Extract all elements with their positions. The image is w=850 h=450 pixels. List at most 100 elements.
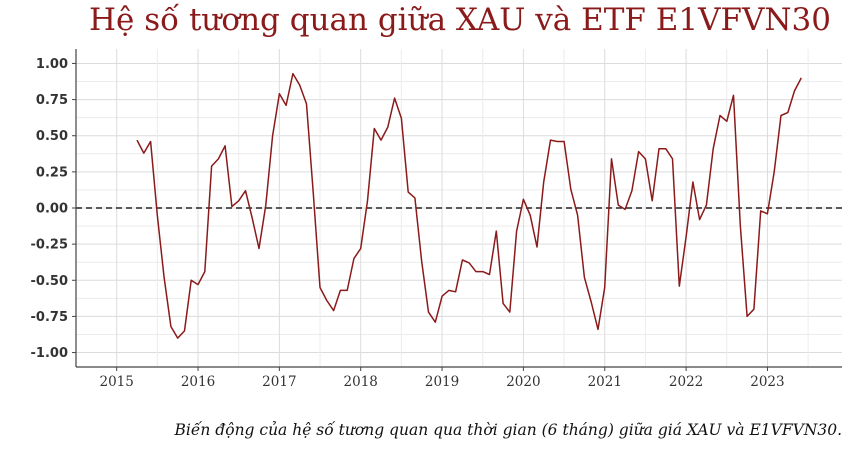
data-point (529, 214, 531, 216)
y-tick-label: 0.50 (36, 129, 68, 144)
data-point (583, 276, 585, 278)
data-point (780, 114, 782, 116)
data-point (156, 214, 158, 216)
data-point (407, 191, 409, 193)
data-point (698, 218, 700, 220)
data-point (793, 90, 795, 92)
data-point (210, 165, 212, 167)
data-point (373, 127, 375, 129)
data-point (326, 299, 328, 301)
data-point (224, 145, 226, 147)
data-point (278, 93, 280, 95)
y-axis-tick-labels: 1.00 0.75 0.50 0.25 0.00 -0.25 -0.50 -0.75 -1.00 (31, 57, 76, 361)
data-point (312, 192, 314, 194)
data-point (671, 158, 673, 160)
data-point (251, 217, 253, 219)
data-point (536, 246, 538, 248)
data-point (726, 120, 728, 122)
data-point (292, 72, 294, 74)
data-point (319, 286, 321, 288)
data-point (298, 84, 300, 86)
series-points (136, 72, 803, 339)
y-tick-label: -0.75 (31, 310, 68, 325)
data-point (427, 311, 429, 313)
y-tick-label: -1.00 (31, 346, 68, 361)
data-point (800, 77, 802, 79)
data-point (380, 139, 382, 141)
data-point (787, 111, 789, 113)
data-point (400, 117, 402, 119)
data-point (353, 257, 355, 259)
data-point (305, 103, 307, 105)
x-tick-label: 2018 (344, 374, 378, 390)
data-point (414, 197, 416, 199)
y-tick-label: 0.25 (36, 165, 68, 180)
data-point (678, 285, 680, 287)
data-point (610, 158, 612, 160)
data-point (136, 139, 138, 141)
data-point (149, 140, 151, 142)
data-point (732, 94, 734, 96)
data-point (393, 97, 395, 99)
data-point (190, 279, 192, 281)
chart-caption: Biến động của hệ số tương quan qua thời … (174, 421, 842, 439)
data-point (421, 260, 423, 262)
data-point (739, 224, 741, 226)
data-point (163, 276, 165, 278)
x-tick-label: 2021 (588, 374, 622, 390)
data-point (746, 315, 748, 317)
data-point (644, 158, 646, 160)
data-point (766, 213, 768, 215)
y-tick-label: -0.50 (31, 274, 68, 289)
x-tick-label: 2023 (750, 374, 784, 390)
data-point (685, 236, 687, 238)
data-point (604, 286, 606, 288)
y-tick-label: -0.25 (31, 238, 68, 253)
data-point (441, 295, 443, 297)
x-tick-label: 2020 (506, 374, 540, 390)
data-point (495, 230, 497, 232)
data-point (170, 325, 172, 327)
data-point (624, 208, 626, 210)
data-point (285, 104, 287, 106)
x-tick-label: 2017 (262, 374, 296, 390)
data-point (543, 181, 545, 183)
data-point (590, 301, 592, 303)
y-tick-label: 0.00 (36, 202, 68, 217)
data-point (271, 135, 273, 137)
data-point (712, 148, 714, 150)
data-point (509, 311, 511, 313)
x-axis-tick-labels: 2015 2016 2017 2018 2019 2020 2021 2022 2023 (99, 367, 785, 390)
data-point (665, 148, 667, 150)
data-point (556, 140, 558, 142)
data-point (563, 140, 565, 142)
data-point (719, 114, 721, 116)
data-point (475, 270, 477, 272)
data-point (197, 283, 199, 285)
data-point (705, 204, 707, 206)
data-point (332, 309, 334, 311)
data-point (570, 188, 572, 190)
data-point (468, 262, 470, 264)
data-point (339, 289, 341, 291)
data-point (387, 126, 389, 128)
data-point (549, 139, 551, 141)
data-point (482, 270, 484, 272)
data-point (217, 158, 219, 160)
data-point (502, 302, 504, 304)
data-point (759, 210, 761, 212)
data-point (360, 247, 362, 249)
data-point (651, 200, 653, 202)
data-point (244, 189, 246, 191)
data-point (773, 171, 775, 173)
data-point (265, 204, 267, 206)
data-point (366, 200, 368, 202)
data-point (631, 189, 633, 191)
data-point (597, 328, 599, 330)
data-point (346, 289, 348, 291)
data-point (204, 270, 206, 272)
data-point (143, 152, 145, 154)
x-tick-label: 2022 (669, 374, 703, 390)
data-point (448, 289, 450, 291)
